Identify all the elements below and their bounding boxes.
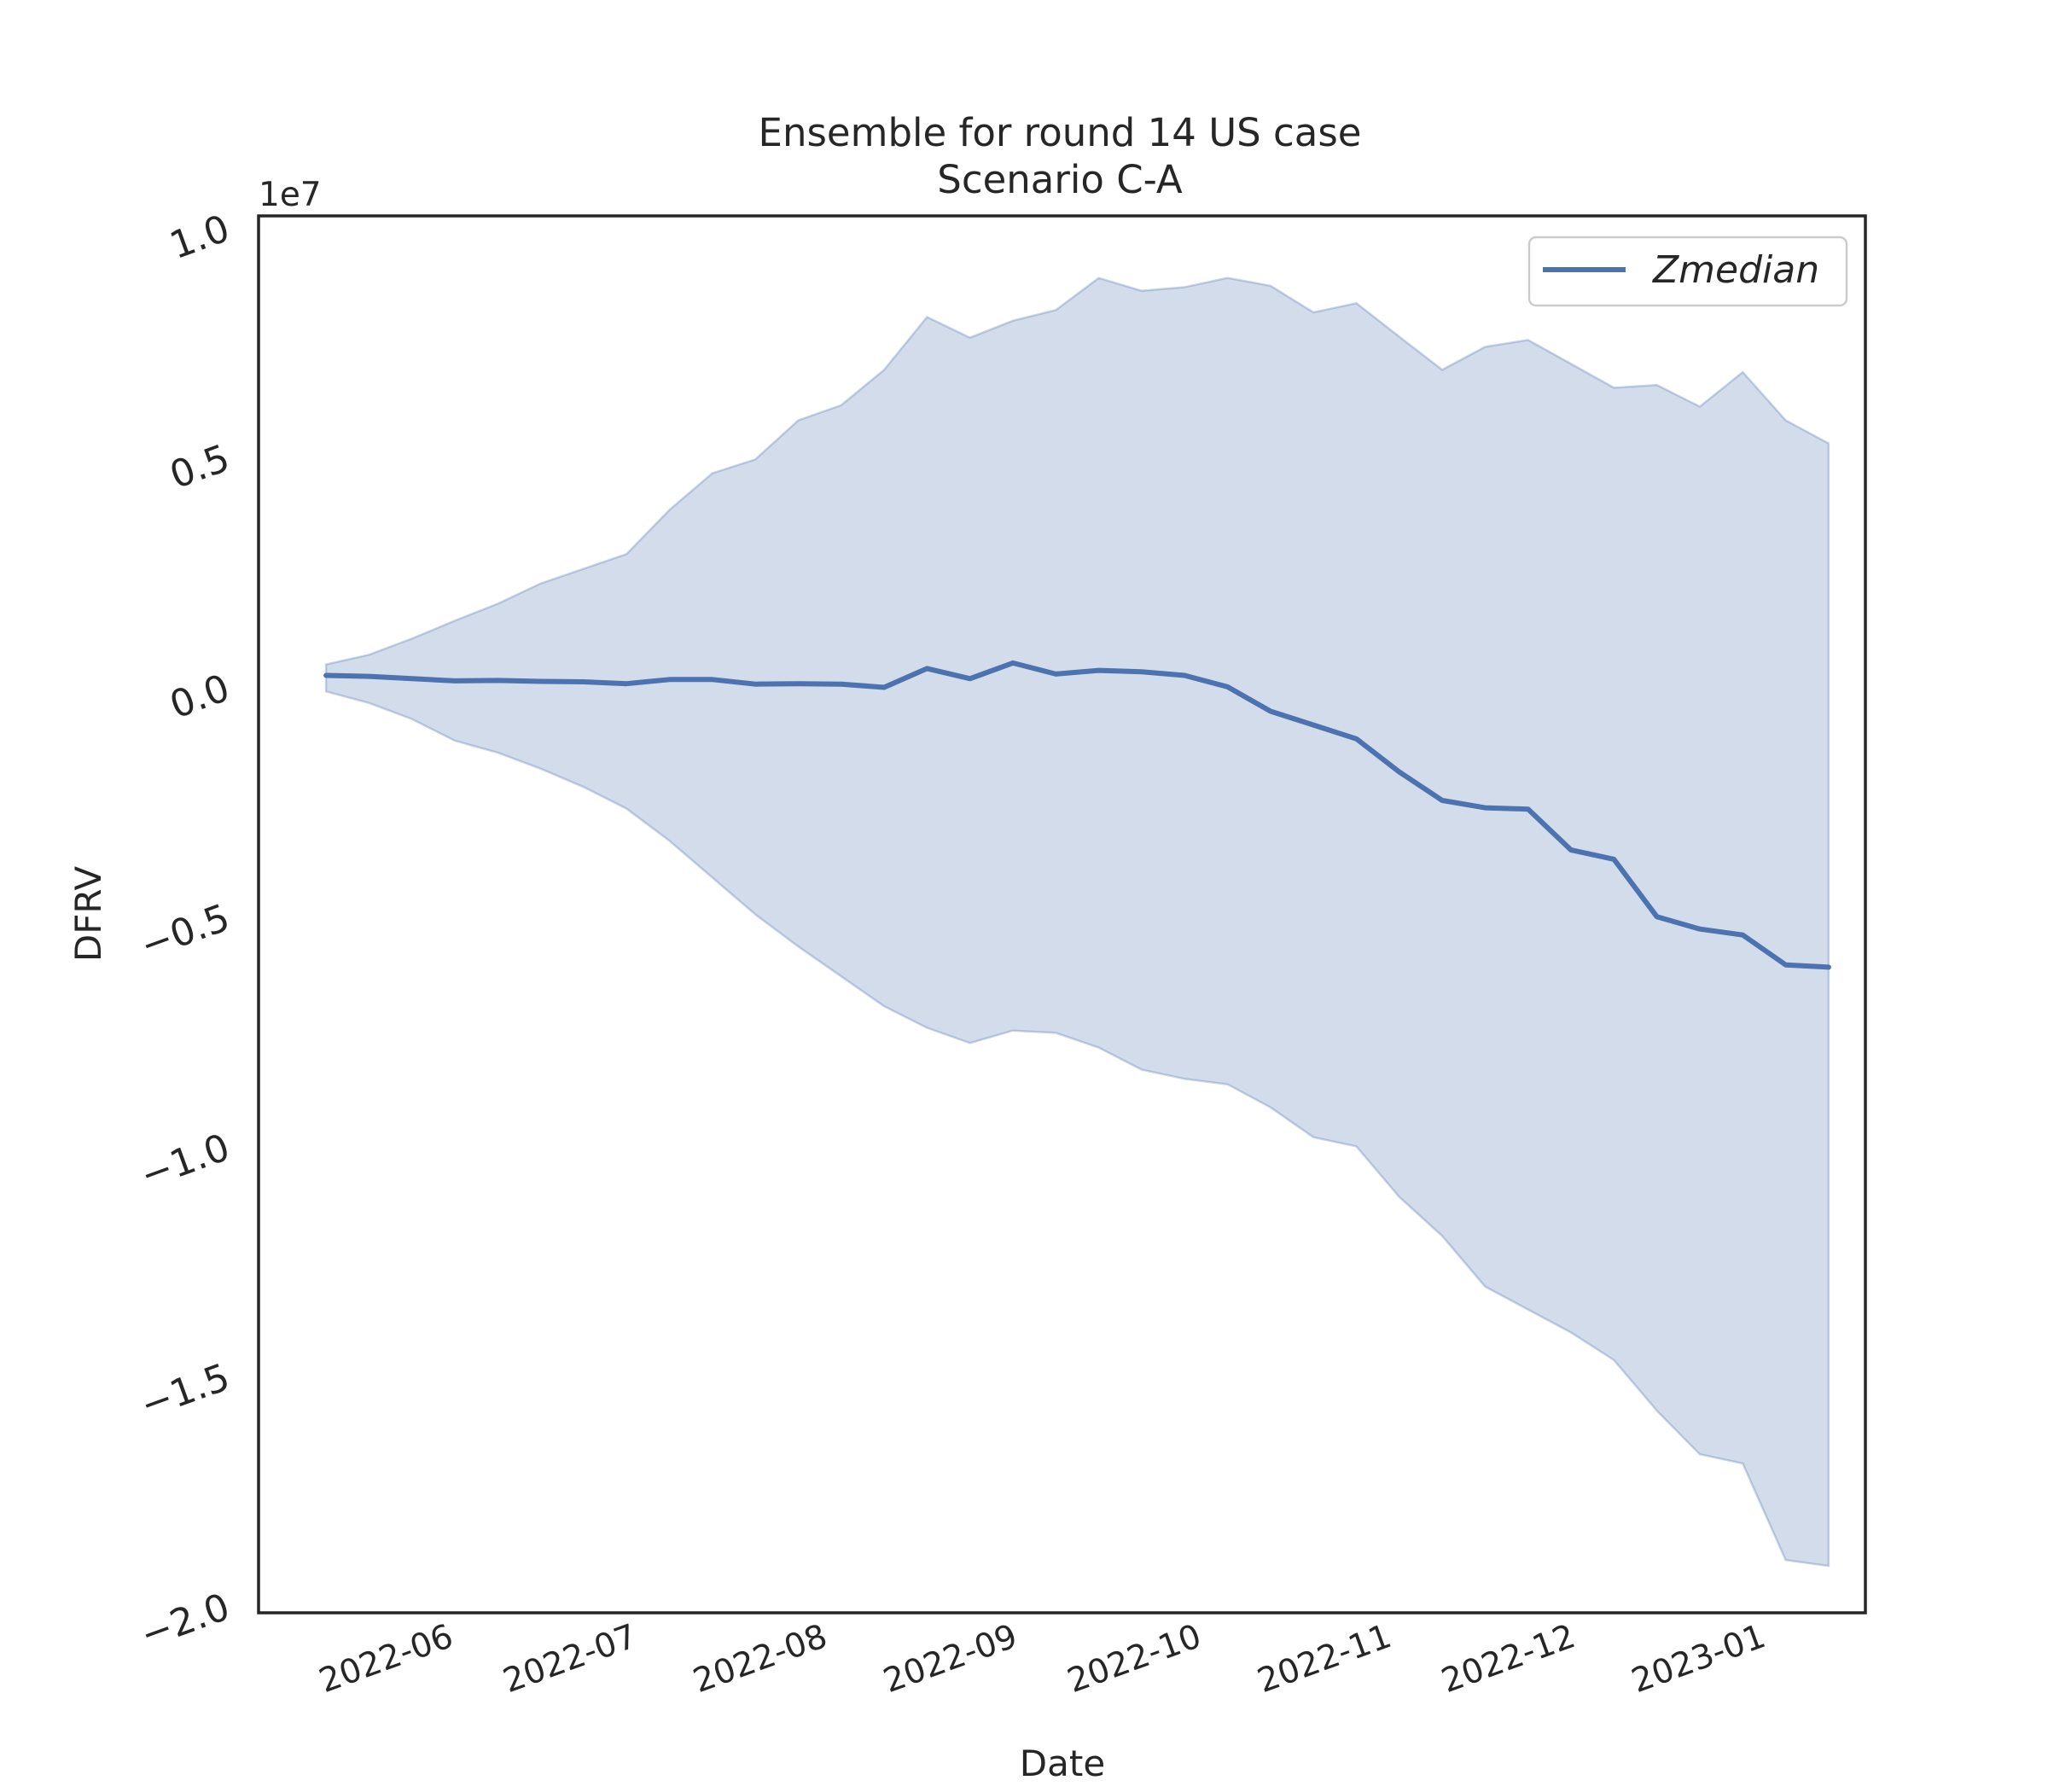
uncertainty-band <box>324 276 1830 1568</box>
y-axis-label: DFRV <box>67 866 109 962</box>
y-axis-ticks: 1.0 0.5 0.0 −0.5 −1.0 −1.5 −2.0 <box>135 207 236 1657</box>
y-tick-label: 1.0 <box>165 207 236 268</box>
x-axis-ticks: 2022-06 2022-07 2022-08 2022-09 2022-10 2022-… <box>314 1617 1771 1701</box>
y-tick-label: −1.5 <box>135 1355 236 1427</box>
y-tick-label: −2.0 <box>135 1585 236 1657</box>
legend-label-zmedian: Zmedian <box>1652 248 1819 292</box>
x-tick-label: 2022-06 <box>314 1617 458 1701</box>
chart-title: Ensemble for round 14 US case <box>759 110 1362 155</box>
y-tick-label: 0.5 <box>165 436 236 497</box>
title-block: Ensemble for round 14 US case Scenario C… <box>759 110 1362 202</box>
x-tick-label: 2022-10 <box>1062 1617 1207 1701</box>
y-tick-label: −1.0 <box>135 1126 236 1197</box>
chart-subtitle: Scenario C-A <box>937 157 1183 202</box>
legend: Zmedian <box>1527 236 1848 307</box>
x-tick-label: 2022-11 <box>1253 1617 1397 1701</box>
x-tick-label: 2022-07 <box>498 1617 643 1701</box>
y-tick-label: −0.5 <box>135 896 236 968</box>
median-line <box>323 660 1831 970</box>
x-tick-label: 2023-01 <box>1626 1617 1771 1701</box>
x-axis-label: Date <box>1020 1743 1105 1784</box>
plot-area <box>257 214 1867 1615</box>
x-tick-label: 2022-08 <box>689 1617 833 1701</box>
y-offset-label: 1e7 <box>259 176 322 214</box>
axes-frame <box>257 214 1867 1615</box>
x-tick-label: 2022-09 <box>879 1617 1023 1701</box>
legend-box <box>1527 236 1848 307</box>
y-tick-label: 0.0 <box>165 666 236 728</box>
x-tick-label: 2022-12 <box>1437 1617 1581 1701</box>
